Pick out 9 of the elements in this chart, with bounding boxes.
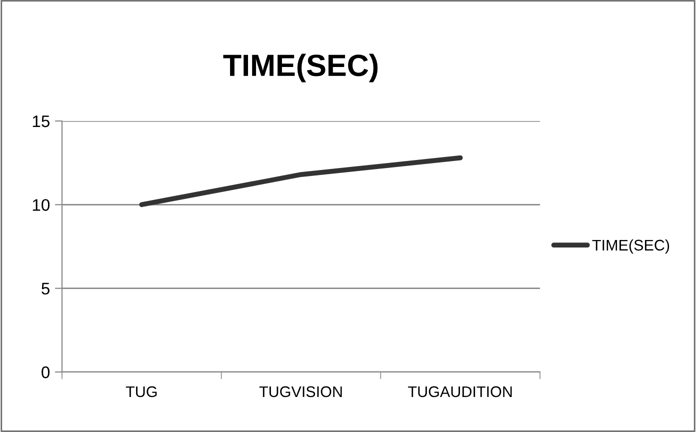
x-tick-label: TUGAUDITION: [408, 386, 512, 398]
y-tick-label: 0: [42, 366, 50, 378]
legend-label: TIME(SEC): [592, 239, 670, 254]
x-tick-label: TUGVISION: [259, 386, 342, 398]
chart-title: TIME(SEC): [223, 54, 378, 82]
y-tick-label: 5: [42, 282, 50, 295]
y-tick-label: 15: [32, 116, 50, 128]
y-tick-label: 10: [32, 199, 50, 211]
x-tick-label: TUG: [126, 386, 157, 398]
